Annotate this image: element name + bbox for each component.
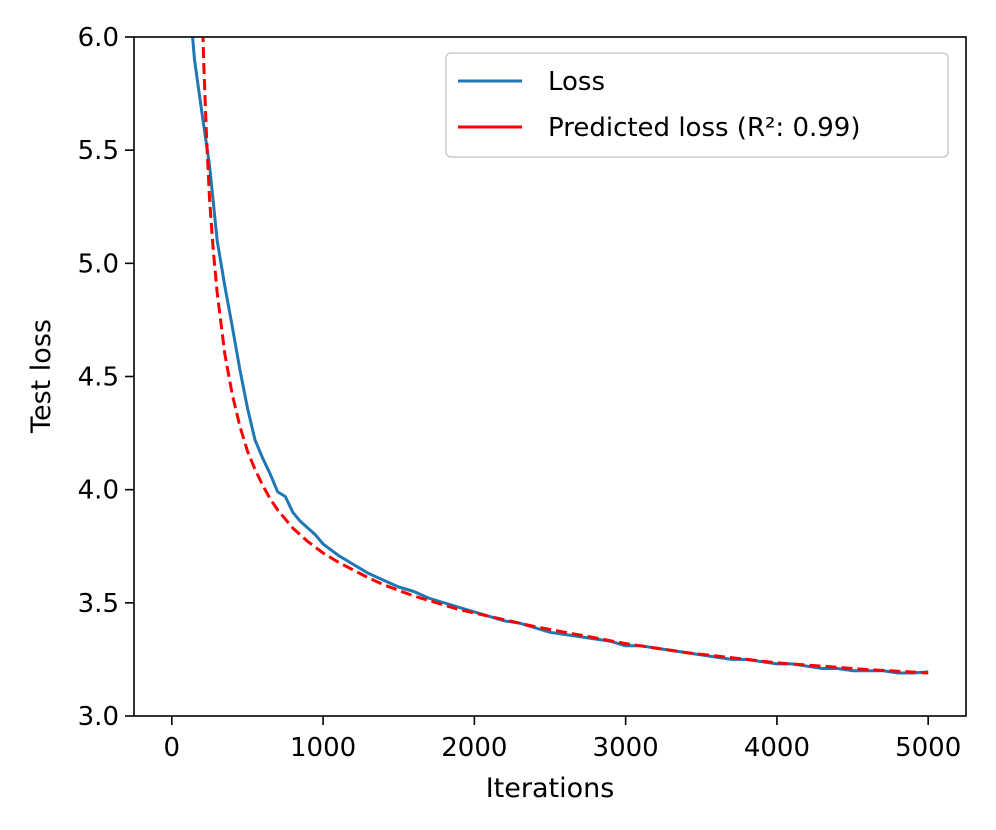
y-tick-label: 3.5 [78, 589, 119, 619]
legend-label-predicted: Predicted loss (R²: 0.99) [548, 113, 861, 143]
x-tick-label: 3000 [593, 733, 659, 763]
y-axis-label: Test loss [26, 319, 57, 434]
y-tick-label: 5.5 [78, 136, 119, 166]
x-tick-label: 1000 [290, 733, 356, 763]
series-layer [191, 37, 929, 675]
y-tick-label: 4.5 [78, 363, 119, 393]
legend: Loss Predicted loss (R²: 0.99) [445, 52, 949, 158]
y-tick-label: 6.0 [78, 23, 119, 53]
x-axis: 0 1000 2000 3000 4000 5000 [164, 716, 961, 763]
x-axis-label: Iterations [486, 773, 615, 804]
y-tick-label: 5.0 [78, 249, 119, 279]
x-tick-label: 2000 [441, 733, 507, 763]
y-tick-label: 4.0 [78, 476, 119, 506]
x-tick-label: 0 [164, 733, 181, 763]
y-tick-label: 3.0 [78, 702, 119, 732]
legend-label-loss: Loss [548, 67, 605, 97]
y-axis: 3.0 3.5 4.0 4.5 5.0 5.5 6.0 [78, 23, 134, 732]
x-tick-label: 4000 [744, 733, 810, 763]
x-tick-label: 5000 [895, 733, 961, 763]
predicted-loss-line [201, 37, 929, 675]
legend-box [445, 52, 949, 158]
